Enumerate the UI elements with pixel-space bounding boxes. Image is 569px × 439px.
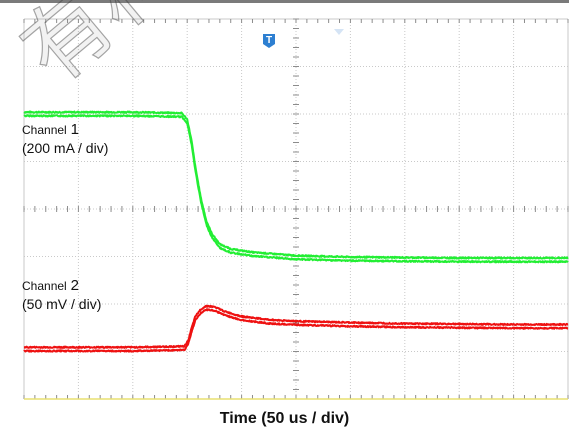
x-axis-label: Time (50 us / div) [219,410,350,427]
channel-2-scale: (50 mV / div) [22,296,102,312]
channel-2-name-word: Channel [22,279,67,293]
traces [23,110,569,400]
channel-2-name: Channel 2 [22,276,101,295]
channel-1-label: Channel 1 (200 mA / div) [22,120,108,157]
channel-1-name-word: Channel [22,123,67,137]
channel-1-number: 1 [70,121,79,138]
channel-2-trace [23,308,569,353]
channel-1-name: Channel 1 [22,120,108,139]
channel-1-scale: (200 mA / div) [22,140,109,156]
channel-2-number: 2 [70,277,79,294]
channel-2-label: Channel 2 (50 mV / div) [22,276,101,313]
trigger-position-marker [334,29,344,35]
channel-1-trace [23,110,569,260]
channel-2-trace [23,304,569,349]
trigger-marker [263,34,275,48]
trigger-marker-label: T [266,35,272,46]
channel-1-trace [23,114,569,264]
